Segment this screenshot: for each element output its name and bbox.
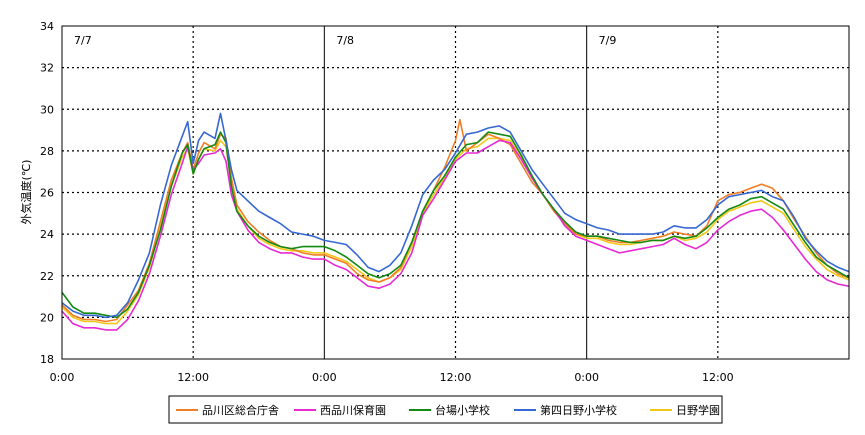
y-tick-label: 18 [40,353,54,366]
y-tick-label: 20 [40,311,54,324]
grid-lines [62,26,849,359]
y-axis-label: 外気温度(℃) [19,160,33,225]
day-label: 7/8 [336,34,354,47]
legend-item: 西品川保育園 [294,403,386,417]
legend-box [168,395,723,424]
x-tick-label: 0:00 [312,371,337,384]
legend-item: 品川区総合庁舎 [176,403,279,417]
plot-area-border [61,25,850,360]
legend-label: 台場小学校 [435,403,490,417]
legend-item: 台場小学校 [409,403,490,417]
day-label: 7/7 [74,34,92,47]
legend-label: 第四日野小学校 [540,403,617,417]
legend-label: 日野学園 [676,403,720,417]
y-tick-labels: 18 20 22 24 26 28 30 32 34 [40,20,54,366]
legend-item: 日野学園 [650,403,720,417]
legend-label: 西品川保育園 [320,403,386,417]
x-tick-labels: 0:00 12:00 0:00 12:00 0:00 12:00 [50,371,734,384]
y-tick-label: 34 [40,20,54,33]
x-tick-label: 12:00 [177,371,209,384]
legend-item: 第四日野小学校 [514,403,617,417]
x-tick-label: 12:00 [702,371,734,384]
y-tick-label: 28 [40,145,54,158]
series-line-4 [61,112,850,319]
y-tick-label: 26 [40,187,54,200]
legend-label: 品川区総合庁舎 [202,403,279,417]
series-lines [61,112,850,331]
day-label: 7/9 [599,34,617,47]
legend: 品川区総合庁舎 西品川保育園 台場小学校 第四日野小学校 日野学園 [168,395,723,424]
day-separators [323,26,588,359]
y-tick-label: 32 [40,62,54,75]
day-labels: 7/7 7/8 7/9 [74,34,616,47]
series-line-3 [61,131,850,319]
y-tick-label: 24 [40,228,54,241]
y-tick-label: 22 [40,270,54,283]
x-tick-label: 0:00 [50,371,75,384]
y-tick-label: 30 [40,103,54,116]
x-tick-label: 12:00 [440,371,472,384]
x-tick-label: 0:00 [574,371,599,384]
